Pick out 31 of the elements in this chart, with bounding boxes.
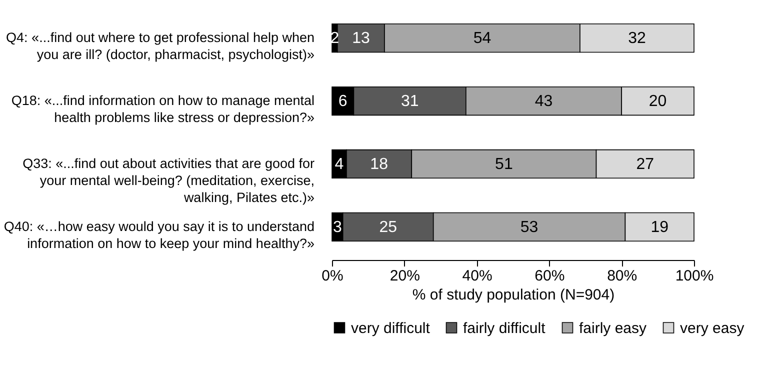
y-tick-label: Q33: «...find out about activities that are good for your mental well-being? (meditation, exercise, walking, Pilates etc.)» xyxy=(22,156,315,205)
x-tick-label: 20% xyxy=(390,268,420,284)
data-label: 31 xyxy=(400,93,419,110)
x-tick-label: 80% xyxy=(607,268,638,284)
y-tick-label: Q4: «...find out where to get professional help when you are ill? (doctor, pharmacist, psychologist)» xyxy=(6,30,314,62)
data-label: 32 xyxy=(628,30,646,48)
data-label: 6 xyxy=(338,93,348,110)
legend-label: very easy xyxy=(680,320,745,337)
y-tick-label: Q18: «...find information on how to manage mental health problems like stress or depression?» xyxy=(11,93,314,126)
data-label: 53 xyxy=(520,218,538,236)
data-label: 13 xyxy=(352,30,370,48)
data-label: 27 xyxy=(636,156,654,173)
x-tick-label: 0% xyxy=(322,268,344,284)
legend-label: fairly easy xyxy=(579,320,648,337)
x-tick-label: 100% xyxy=(675,268,714,284)
data-label: 54 xyxy=(473,30,492,48)
data-label: 25 xyxy=(379,218,398,236)
data-label: 51 xyxy=(495,156,513,173)
data-label: 43 xyxy=(534,93,553,110)
x-tick-label: 40% xyxy=(462,268,492,284)
legend-label: fairly difficult xyxy=(463,320,546,337)
data-label: 20 xyxy=(648,93,667,110)
data-label: 2 xyxy=(330,30,340,48)
y-tick-label: Q40: «…how easy would you say it is to understand information on how to keep your mind healthy?» xyxy=(4,218,314,251)
data-label: 4 xyxy=(334,156,344,173)
data-label: 18 xyxy=(370,156,388,173)
legend-label: very difficult xyxy=(351,320,431,337)
x-axis-title: % of study population (N=904) xyxy=(412,286,615,304)
data-label: 3 xyxy=(332,218,342,236)
x-tick-label: 60% xyxy=(534,268,565,284)
data-label: 19 xyxy=(650,218,669,236)
